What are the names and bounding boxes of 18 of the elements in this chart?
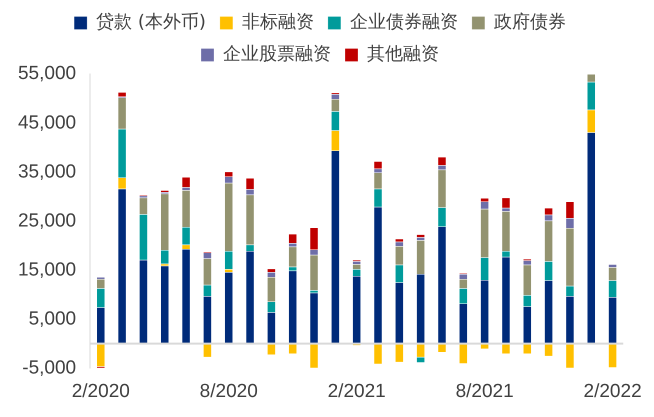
legend-label: 非标融资 <box>242 12 314 33</box>
x-tick-label: 8/2021 <box>456 380 514 402</box>
x-tick-label: 2/2020 <box>72 380 130 402</box>
y-tick-label: 5,000 <box>28 308 76 330</box>
legend-label: 贷款 (本外币) <box>96 12 206 33</box>
y-tick-label: 25,000 <box>18 210 76 232</box>
x-tick-label: 2/2021 <box>328 380 386 402</box>
y-tick-label: -5,000 <box>22 357 76 378</box>
legend-label: 企业股票融资 <box>223 44 331 65</box>
x-tick-label: 8/2020 <box>200 380 258 402</box>
y-tick-label: 15,000 <box>18 259 76 280</box>
legend-label: 其他融资 <box>367 44 439 65</box>
legend-label: 企业债券融资 <box>350 12 458 33</box>
y-tick-label: 35,000 <box>18 161 76 182</box>
y-tick-label: 45,000 <box>18 112 76 134</box>
legend-label: 政府债券 <box>494 12 566 33</box>
y-tick-label: 55,000 <box>18 63 76 84</box>
x-tick-label: 2/2022 <box>584 380 642 402</box>
